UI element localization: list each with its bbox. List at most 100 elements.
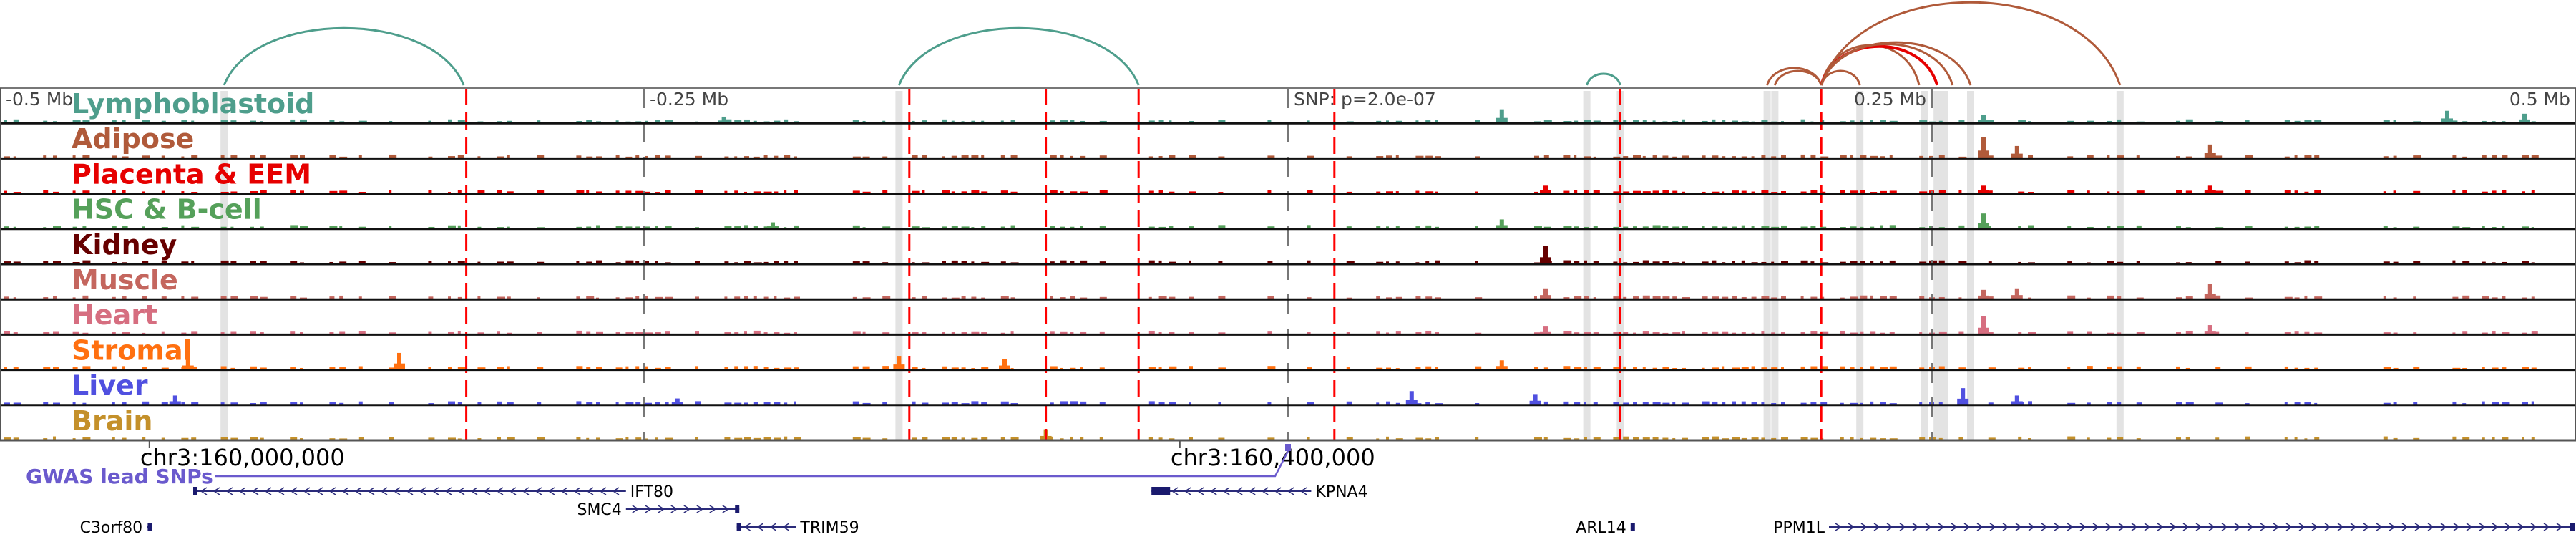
signal-bin [1751, 156, 1755, 158]
strand-arrow-icon [2015, 523, 2023, 531]
signal-bin [300, 119, 307, 123]
track-label-0: Lymphoblastoid [72, 88, 314, 120]
signal-bin [2502, 402, 2510, 405]
signal-bin [1475, 120, 1480, 123]
signal-bin [1741, 437, 1747, 440]
signal-bin [428, 437, 435, 440]
signal-bin [2117, 437, 2124, 440]
signal-peak-shoulder [1540, 257, 1551, 263]
signal-bin [1543, 367, 1548, 369]
strand-arrow-icon [1963, 523, 1971, 531]
signal-bin [1099, 437, 1103, 440]
signal-bin [1889, 260, 1896, 263]
signal-bin [1189, 332, 1194, 334]
signal-bin [1267, 366, 1276, 369]
gene-label: KPNA4 [1315, 483, 1367, 501]
signal-bin [2067, 120, 2074, 123]
signal-bin [358, 155, 362, 158]
signal-bin [1218, 367, 1226, 369]
signal-bin [2117, 261, 2124, 263]
signal-bin [82, 295, 89, 299]
signal-bin [596, 297, 599, 299]
signal-bin [497, 437, 501, 440]
signal-bin [1761, 155, 1766, 158]
signal-bin [763, 402, 771, 405]
gene-arl14: ARL14 [1576, 519, 1635, 537]
signal-bin [763, 296, 769, 299]
signal-bin [1652, 155, 1657, 158]
signal-bin [1386, 332, 1389, 334]
signal-bin [13, 332, 18, 334]
signal-bin [1800, 296, 1804, 299]
track-label-8: Liver [72, 370, 148, 402]
signal-bin [1395, 120, 1402, 123]
strand-arrow-icon [2144, 523, 2152, 531]
signal-peak-shoulder [1529, 400, 1541, 405]
signal-bin [497, 296, 505, 299]
signal-bin [1810, 121, 1814, 123]
signal-peak [1499, 360, 1504, 369]
signal-bin [1584, 260, 1587, 263]
signal-bin [981, 155, 985, 158]
signal-bin [1435, 260, 1440, 263]
signal-bin [596, 437, 600, 440]
signal-bin [951, 437, 957, 440]
signal-bin [1099, 296, 1107, 299]
signal-bin [1870, 366, 1875, 369]
signal-bin [2383, 226, 2388, 228]
signal-bin [142, 401, 150, 405]
signal-bin [625, 226, 633, 228]
signal-bin [734, 402, 742, 405]
signal-bin [1860, 367, 1863, 369]
signal-bin [615, 226, 623, 228]
signal-bin [358, 366, 363, 369]
signal-bin [695, 155, 702, 158]
signal-bin [2018, 191, 2025, 193]
signal-bin [2245, 190, 2251, 193]
signal-bin [1613, 191, 1621, 193]
signal-bin [507, 155, 510, 158]
signal-bin [112, 261, 117, 263]
signal-bin [1148, 260, 1155, 263]
signal-bin [1840, 155, 1847, 158]
signal-bin [1633, 402, 1637, 405]
signal-bin [2284, 261, 2289, 263]
strand-arrow-icon [2234, 523, 2242, 531]
signal-bin [1158, 367, 1162, 369]
signal-bin [1346, 121, 1354, 123]
signal-bin [230, 120, 237, 123]
signal-bin [2107, 191, 2110, 193]
signal-bin [1386, 401, 1390, 405]
signal-bin [2531, 367, 2537, 369]
signal-bin [1563, 297, 1570, 299]
strand-arrow-icon [2105, 523, 2113, 531]
signal-bin [1958, 261, 1967, 263]
signal-peak [1543, 185, 1548, 193]
signal-bin [852, 401, 859, 405]
signal-bin [2107, 261, 2114, 263]
signal-bin [142, 296, 147, 299]
signal-bin [1475, 156, 1480, 158]
signal-bin [1880, 261, 1883, 263]
signal-bin [2185, 262, 2192, 263]
signal-bin [1000, 190, 1008, 193]
signal-bin [1800, 366, 1805, 369]
signal-bin [300, 297, 307, 299]
signal-bin [1781, 367, 1784, 369]
signal-bin [1988, 261, 1992, 263]
signal-bin [615, 332, 620, 334]
signal-bin [457, 438, 462, 440]
signal-bin [1218, 225, 1226, 228]
signal-bin [2215, 367, 2221, 369]
strand-arrow-icon [2002, 523, 2010, 531]
signal-bin [112, 155, 117, 158]
signal-bin [1593, 367, 1601, 369]
signal-bin [2087, 262, 2091, 263]
signal-bin [912, 437, 917, 440]
signal-bin [1475, 261, 1478, 263]
signal-bin [1810, 154, 1816, 158]
signal-bin [1563, 121, 1572, 123]
signal-bin [2462, 261, 2470, 263]
signal-track-7 [4, 366, 2537, 369]
strand-arrow-icon [1860, 523, 1868, 531]
